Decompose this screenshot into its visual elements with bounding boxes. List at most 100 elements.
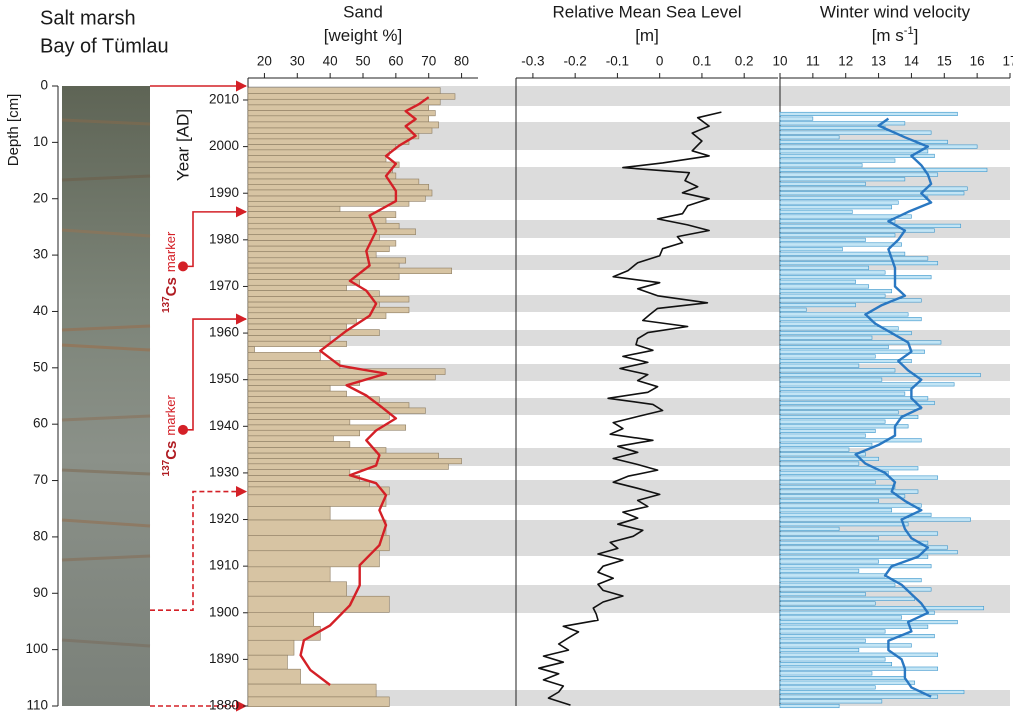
y-tick-label: 2010: [209, 92, 239, 107]
bar: [779, 345, 889, 350]
x-tick-label: 12: [838, 54, 853, 69]
bar: [779, 237, 866, 242]
y-tick-label: 60: [33, 416, 48, 431]
bar: [247, 379, 361, 386]
bar: [779, 466, 919, 471]
bar: [779, 275, 932, 280]
layer: [61, 414, 151, 422]
bar: [247, 385, 331, 392]
x-tick-label: 17: [1002, 54, 1013, 69]
marker-label: 137Cs marker: [161, 231, 180, 313]
bar: [247, 178, 420, 185]
bar: [247, 494, 387, 507]
bar: [779, 125, 886, 130]
bar: [247, 205, 341, 212]
bar: [779, 601, 876, 606]
x-tick-label: 13: [871, 54, 886, 69]
bar: [247, 360, 341, 370]
core-title: Bay of Tümlau: [40, 35, 169, 57]
bar: [247, 612, 315, 627]
x-tick-label: 40: [323, 54, 338, 69]
bar: [779, 447, 850, 452]
bar: [247, 296, 410, 303]
bar: [779, 634, 935, 639]
bar: [779, 419, 886, 424]
bar: [779, 522, 909, 527]
y-tick-label: 1990: [209, 185, 239, 200]
bar: [247, 284, 347, 291]
x-tick-label: -0.3: [521, 54, 544, 69]
bar: [779, 284, 870, 289]
y-tick-label: 1950: [209, 371, 239, 386]
bar: [779, 648, 860, 653]
isotope: 137: [161, 296, 172, 313]
bar: [779, 186, 968, 191]
bar: [779, 550, 958, 555]
bar: [247, 184, 430, 191]
bar: [247, 368, 446, 375]
layer: [61, 638, 151, 648]
bar: [247, 257, 407, 264]
bar: [779, 200, 899, 205]
unit: [m]: [635, 26, 659, 45]
y-tick-label: 110: [26, 698, 48, 713]
bar: [779, 386, 912, 392]
bar: [779, 703, 840, 709]
bar: [779, 545, 948, 550]
bar: [247, 696, 390, 707]
bar: [247, 167, 393, 174]
x-tick-label: 16: [970, 54, 985, 69]
bar: [779, 638, 866, 643]
panel-unit: [m]: [635, 26, 659, 45]
bar: [779, 359, 912, 364]
bar: [779, 578, 922, 583]
bar: [779, 461, 860, 466]
bar: [247, 251, 377, 259]
y-tick-label: 1880: [209, 698, 239, 713]
bar: [779, 587, 932, 592]
y-tick-label: 1940: [209, 418, 239, 433]
bar: [247, 104, 430, 111]
bar: [247, 127, 433, 134]
bar: [779, 620, 958, 625]
bar: [779, 475, 939, 480]
bar: [247, 98, 441, 106]
bar: [247, 506, 331, 521]
unit-sup: -1: [904, 25, 914, 37]
y-tick-label: 1890: [209, 651, 239, 666]
bar: [247, 301, 380, 308]
bar: [779, 209, 853, 214]
bar: [779, 298, 922, 303]
bar: [247, 144, 397, 151]
bar: [779, 293, 886, 298]
bar: [779, 149, 929, 154]
line: [854, 117, 933, 698]
bar: [779, 657, 886, 662]
bar: [779, 256, 929, 261]
bar: [779, 265, 870, 270]
bar: [779, 675, 906, 681]
bar: [779, 135, 840, 140]
x-tick-label: 15: [937, 54, 952, 69]
panel-title: Sand: [343, 2, 383, 21]
bar: [779, 442, 873, 447]
unit-end: ]: [914, 26, 919, 45]
bar: [779, 167, 988, 172]
bar: [779, 312, 909, 317]
bar: [247, 402, 410, 409]
bar: [247, 463, 449, 470]
bar: [779, 564, 932, 569]
bar: [247, 441, 351, 448]
bar: [779, 317, 922, 322]
y-tick-label: 90: [33, 585, 48, 600]
bar: [247, 279, 361, 286]
bar: [779, 699, 883, 704]
bar: [779, 279, 856, 284]
bar: [779, 177, 906, 182]
bar: [779, 410, 899, 415]
bar: [247, 475, 361, 482]
x-tick-label: -0.2: [564, 54, 587, 69]
bar: [779, 219, 896, 224]
bar: [779, 531, 939, 536]
y-tick-label: 70: [33, 472, 48, 487]
